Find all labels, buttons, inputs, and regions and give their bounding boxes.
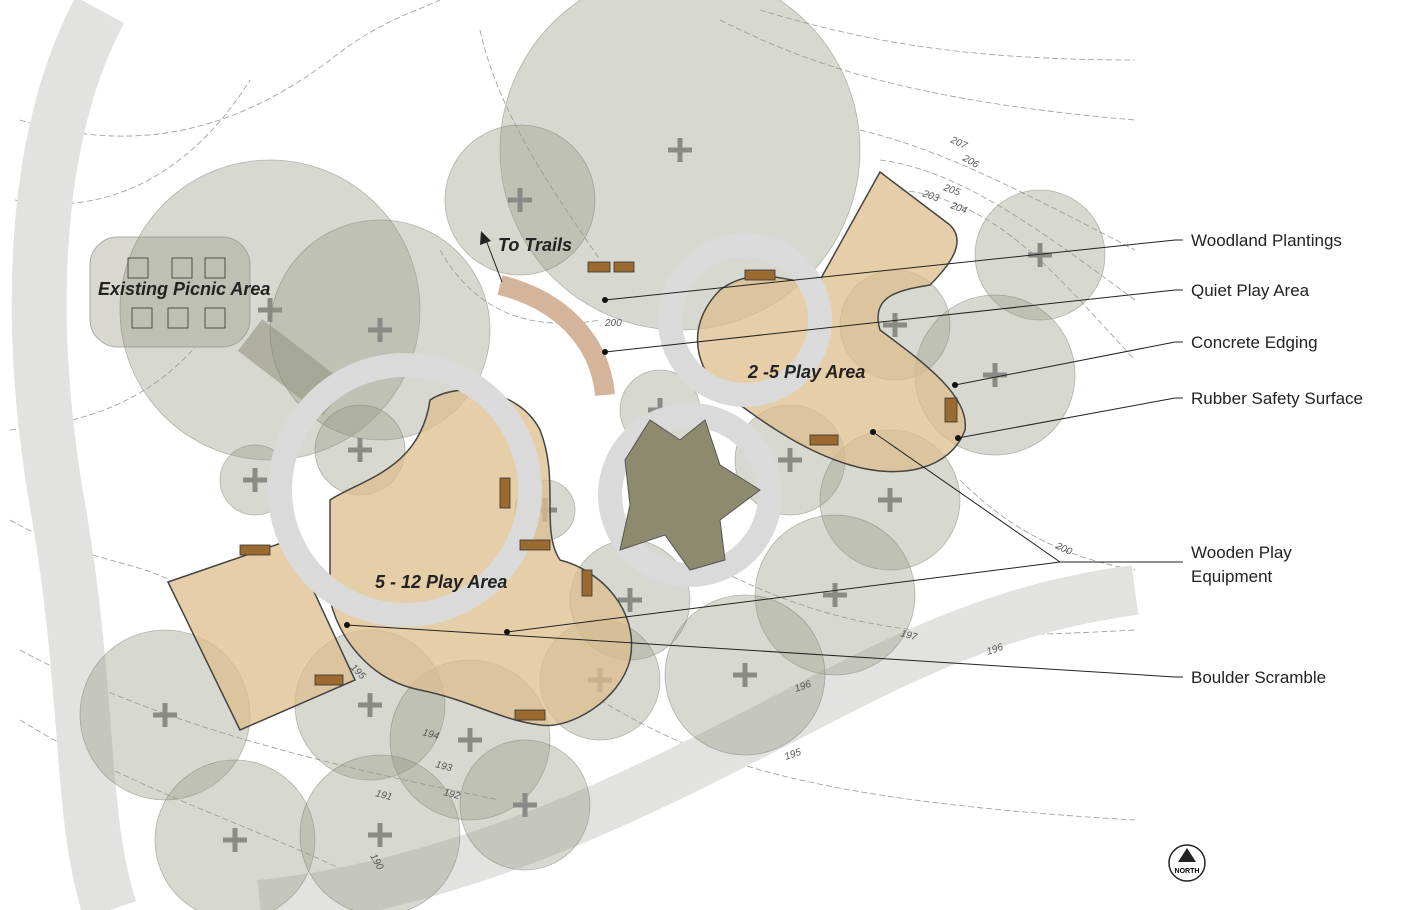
leader-dot xyxy=(504,629,510,635)
leader-dot xyxy=(602,297,608,303)
picnic-label: Existing Picnic Area xyxy=(98,279,270,299)
callout-label: Equipment xyxy=(1191,567,1273,586)
leader-line xyxy=(957,397,1176,439)
shade-structure xyxy=(619,419,761,571)
small-play-label: 2 -5 Play Area xyxy=(747,362,865,382)
leader-dot xyxy=(955,435,961,441)
callout-label: Rubber Safety Surface xyxy=(1191,389,1363,408)
leader-dot xyxy=(870,429,876,435)
contour-label: 193 xyxy=(434,759,453,774)
picnic-pad xyxy=(89,236,251,348)
leader-line xyxy=(954,341,1176,386)
contour-label: 200 xyxy=(1053,540,1074,558)
contour-label: 194 xyxy=(421,727,440,742)
trails-arrow xyxy=(480,231,503,283)
contour-label: 207 xyxy=(948,134,969,152)
large-play-label: 5 - 12 Play Area xyxy=(375,572,507,592)
callout-label: Wooden Play xyxy=(1191,543,1292,562)
contour-label: 192 xyxy=(442,787,461,802)
contour-label: 200 xyxy=(604,318,622,329)
callouts: Woodland Plantings Quiet Play Area Concret… xyxy=(1191,231,1363,687)
paths xyxy=(11,0,1139,910)
north-arrow: NORTH xyxy=(1168,844,1206,882)
leader-line xyxy=(604,289,1176,353)
contour-label: 203 xyxy=(920,188,941,205)
leader-line xyxy=(506,561,1061,633)
contour-label: 204 xyxy=(948,200,969,217)
trails-label: To Trails xyxy=(498,235,572,255)
callout-leaders xyxy=(344,239,1183,678)
leader-line xyxy=(346,624,1176,678)
leader-line xyxy=(872,431,1061,563)
callout-label: Quiet Play Area xyxy=(1191,281,1310,300)
concrete-loops xyxy=(268,233,832,627)
contour-label: 195 xyxy=(783,747,803,763)
callout-label: Boulder Scramble xyxy=(1191,668,1326,687)
trees xyxy=(79,0,1106,910)
leader-dot xyxy=(344,622,350,628)
leader-dot xyxy=(952,382,958,388)
leader-dot xyxy=(602,349,608,355)
leader-line xyxy=(604,239,1176,301)
equipment xyxy=(127,257,958,721)
north-label: NORTH xyxy=(1175,868,1200,875)
contour-label: 191 xyxy=(374,788,393,803)
callout-label: Concrete Edging xyxy=(1191,333,1318,352)
contour-label: 197 xyxy=(899,628,918,643)
callout-label: Woodland Plantings xyxy=(1191,231,1342,250)
